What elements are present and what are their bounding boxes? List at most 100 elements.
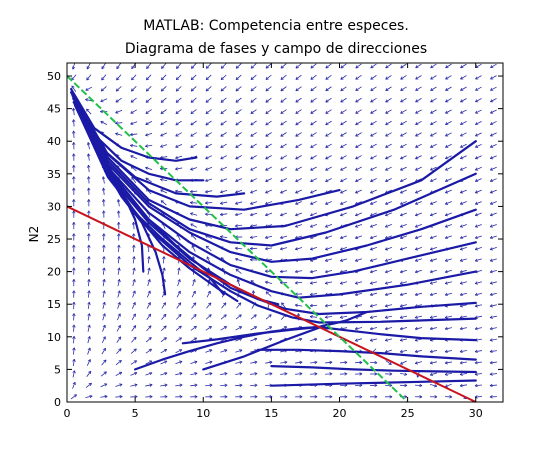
field-arrow [399, 349, 408, 354]
field-arrow [385, 109, 392, 114]
field-arrow [101, 359, 107, 366]
field-arrow [444, 281, 452, 285]
field-arrow [190, 86, 197, 92]
field-arrow [265, 132, 272, 137]
field-arrow [340, 155, 347, 160]
field-arrow [220, 395, 228, 399]
field-arrow [115, 383, 123, 387]
field-arrow [324, 304, 333, 308]
field-arrow [280, 166, 287, 171]
field-arrow [145, 395, 153, 399]
field-arrow [310, 109, 317, 114]
field-arrow [355, 132, 362, 137]
field-arrow [310, 395, 318, 399]
field-arrow [370, 75, 377, 80]
field-arrow [145, 348, 152, 354]
field-arrow [86, 62, 91, 70]
field-arrow [175, 360, 183, 365]
field-arrow [429, 246, 437, 251]
field-arrow [102, 324, 106, 332]
field-arrow [415, 120, 422, 126]
field-arrow [72, 347, 76, 355]
field-arrow [235, 178, 243, 183]
field-arrow [490, 63, 497, 69]
field-arrow [206, 302, 212, 309]
field-arrow [339, 258, 348, 262]
field-arrow [369, 315, 378, 319]
field-arrow [175, 97, 182, 103]
field-arrow [265, 86, 272, 92]
field-arrow [147, 256, 151, 264]
trajectory [72, 100, 477, 280]
field-arrow [445, 75, 452, 80]
field-arrow [250, 372, 258, 376]
field-arrow [145, 109, 152, 114]
field-arrow [310, 360, 318, 365]
field-arrow [100, 371, 107, 377]
field-arrow [474, 166, 482, 171]
field-arrow [279, 269, 288, 274]
field-arrow [280, 212, 288, 217]
field-arrow [117, 279, 121, 287]
field-arrow [460, 63, 467, 69]
field-arrow [355, 86, 362, 92]
field-arrow [399, 246, 407, 251]
field-arrow [235, 212, 243, 217]
field-arrow [101, 62, 107, 70]
field-arrow [265, 143, 272, 148]
field-arrow [250, 74, 257, 80]
field-arrow [115, 359, 122, 366]
field-arrow [445, 120, 452, 126]
field-arrow [445, 86, 452, 91]
field-arrow [415, 143, 422, 148]
field-arrow [460, 75, 467, 80]
field-arrow [191, 290, 196, 298]
y-axis: 0 5 10 15 20 25 30 35 40 45 50 [47, 70, 503, 409]
field-arrow [325, 246, 333, 251]
field-arrow [87, 301, 91, 310]
field-arrow [340, 132, 347, 137]
field-arrow [489, 292, 497, 297]
field-arrow [295, 395, 303, 399]
field-arrow [414, 235, 422, 240]
field-arrow [474, 361, 482, 365]
field-arrow [385, 132, 392, 137]
field-arrow [235, 349, 243, 353]
field-arrow [295, 189, 302, 194]
field-arrow [72, 130, 76, 138]
field-arrow [400, 360, 407, 365]
field-arrow [429, 315, 438, 319]
field-arrow [309, 303, 318, 308]
field-arrow [414, 212, 422, 217]
field-arrow [384, 304, 393, 308]
field-arrow [490, 132, 497, 137]
field-arrow [102, 290, 106, 298]
field-arrow [399, 235, 407, 240]
field-arrow [72, 221, 76, 230]
field-arrow [130, 97, 137, 103]
field-arrow [459, 292, 467, 297]
field-arrow [400, 166, 407, 171]
field-arrow [399, 281, 408, 285]
field-arrow [355, 360, 363, 365]
field-arrow [86, 153, 91, 161]
field-arrow [235, 395, 243, 399]
field-arrow [265, 314, 272, 320]
field-arrow [132, 267, 136, 275]
field-arrow [445, 109, 452, 114]
field-arrow [310, 178, 317, 183]
field-arrow [429, 258, 437, 262]
field-arrow [101, 347, 107, 355]
field-arrow [370, 360, 378, 365]
field-arrow [430, 109, 437, 114]
field-arrow [310, 201, 317, 205]
field-arrow [146, 313, 152, 321]
field-arrow [100, 120, 108, 125]
field-arrow [430, 178, 437, 183]
field-arrow [295, 247, 303, 251]
field-arrow [175, 74, 182, 81]
field-arrow [429, 281, 437, 285]
field-arrow [132, 279, 136, 287]
field-arrow [161, 63, 167, 69]
field-arrow [475, 86, 482, 91]
